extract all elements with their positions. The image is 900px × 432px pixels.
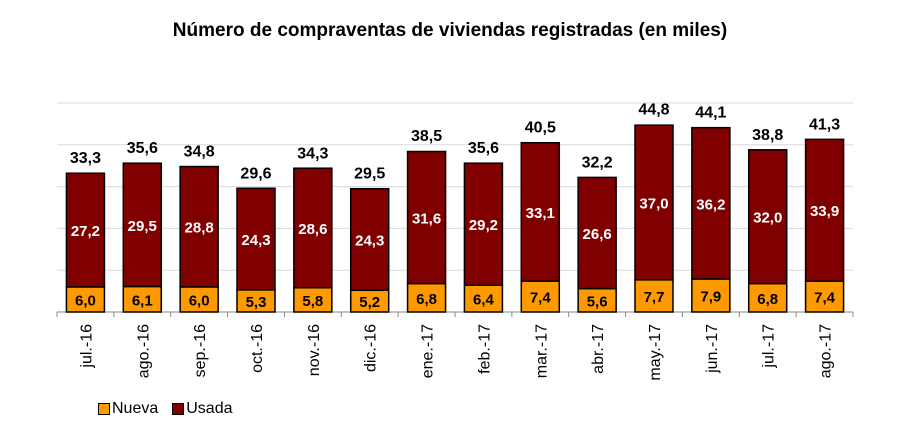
data-label-nueva: 5,8 bbox=[302, 293, 323, 310]
legend-swatch-nueva bbox=[98, 402, 110, 415]
data-label-nueva: 7,4 bbox=[530, 290, 552, 307]
bar-nueva bbox=[65, 286, 106, 313]
bar-usada bbox=[293, 167, 333, 289]
data-label-nueva: 7,7 bbox=[644, 289, 665, 306]
x-tick-label: jul.-16 bbox=[78, 324, 95, 369]
legend: Nueva Usada bbox=[98, 400, 233, 418]
x-tick-label: may.-17 bbox=[647, 324, 664, 381]
legend-item-nueva: Nueva bbox=[98, 400, 158, 418]
bar-nueva bbox=[463, 284, 504, 313]
bar-usada bbox=[577, 176, 617, 290]
x-tick-label: nov.-16 bbox=[306, 324, 323, 376]
x-tick-label: mar.-17 bbox=[533, 324, 550, 378]
data-label-usada: 32,0 bbox=[753, 210, 782, 227]
data-label-usada: 26,6 bbox=[583, 226, 612, 243]
bar-usada bbox=[804, 138, 845, 282]
data-label-usada: 33,1 bbox=[526, 205, 555, 222]
x-tick-label: feb.-17 bbox=[476, 324, 493, 374]
data-label-usada: 31,6 bbox=[412, 211, 441, 228]
bar-nueva bbox=[747, 282, 788, 313]
bar-usada bbox=[747, 149, 788, 285]
total-label: 35,6 bbox=[468, 140, 499, 157]
total-label: 29,6 bbox=[240, 165, 271, 182]
x-tick-label: dic.-16 bbox=[363, 324, 380, 372]
bar-usada bbox=[406, 150, 447, 285]
data-label-nueva: 5,2 bbox=[359, 294, 380, 311]
data-label-usada: 28,8 bbox=[185, 220, 214, 237]
data-label-nueva: 6,0 bbox=[75, 292, 96, 309]
data-label-usada: 36,2 bbox=[696, 196, 725, 213]
x-tick-label: ene.-17 bbox=[420, 324, 437, 378]
total-label: 34,8 bbox=[184, 144, 215, 161]
legend-label-nueva: Nueva bbox=[112, 400, 159, 417]
bar-nueva bbox=[804, 280, 845, 313]
total-label: 35,6 bbox=[127, 140, 158, 157]
data-label-nueva: 7,4 bbox=[814, 290, 836, 307]
bar-nueva bbox=[520, 280, 561, 313]
data-label-nueva: 6,0 bbox=[189, 292, 210, 309]
x-tick-label: jun.-17 bbox=[704, 324, 721, 374]
data-label-nueva: 6,8 bbox=[416, 291, 437, 308]
total-label: 38,8 bbox=[752, 127, 783, 144]
bar-usada bbox=[179, 165, 219, 288]
bar-usada bbox=[122, 162, 163, 288]
legend-item-usada: Usada bbox=[172, 400, 233, 418]
data-label-nueva: 6,1 bbox=[132, 292, 153, 309]
bar-usada bbox=[236, 187, 276, 291]
data-label-nueva: 5,6 bbox=[587, 293, 608, 310]
data-label-usada: 29,5 bbox=[128, 218, 157, 235]
bar-nueva bbox=[406, 282, 447, 313]
total-label: 41,3 bbox=[809, 116, 840, 133]
data-label-usada: 29,2 bbox=[469, 217, 498, 234]
x-tick-label: sep.-16 bbox=[192, 324, 209, 377]
bar-nueva bbox=[122, 285, 163, 313]
bar-usada bbox=[65, 172, 106, 288]
total-label: 44,8 bbox=[638, 102, 669, 119]
legend-label-usada: Usada bbox=[186, 400, 233, 417]
total-label: 38,5 bbox=[411, 128, 442, 145]
bar-nueva bbox=[634, 279, 674, 313]
data-label-usada: 37,0 bbox=[639, 195, 668, 212]
bar-usada bbox=[349, 187, 390, 292]
bar-nueva bbox=[179, 286, 219, 313]
x-tick-label: ago.-16 bbox=[135, 324, 152, 378]
data-label-nueva: 6,8 bbox=[757, 291, 778, 308]
bar-nueva bbox=[691, 278, 731, 313]
data-label-usada: 24,3 bbox=[241, 232, 270, 249]
x-tick-label: oct.-16 bbox=[249, 324, 266, 373]
data-label-usada: 33,9 bbox=[810, 203, 839, 220]
total-label: 33,3 bbox=[70, 150, 101, 167]
chart-title: Número de compraventas de viviendas regi… bbox=[172, 20, 728, 41]
data-label-nueva: 7,9 bbox=[700, 288, 721, 305]
total-label: 29,5 bbox=[354, 166, 385, 183]
bar-usada bbox=[634, 124, 674, 281]
total-label: 34,3 bbox=[297, 146, 328, 163]
data-label-usada: 28,6 bbox=[298, 221, 327, 238]
x-tick-label: abr.-17 bbox=[590, 324, 607, 374]
data-label-nueva: 6,4 bbox=[473, 292, 495, 309]
bar-usada bbox=[691, 126, 731, 280]
x-tick-label: ago.-17 bbox=[818, 324, 835, 378]
data-label-nueva: 5,3 bbox=[246, 294, 267, 311]
total-label: 32,2 bbox=[582, 154, 613, 171]
data-label-usada: 24,3 bbox=[355, 232, 384, 249]
total-label: 44,1 bbox=[695, 105, 726, 122]
x-tick-label: jul.-17 bbox=[761, 324, 778, 369]
total-label: 40,5 bbox=[525, 120, 556, 137]
bar-usada bbox=[463, 162, 504, 286]
data-label-usada: 27,2 bbox=[71, 223, 100, 240]
bar-usada bbox=[520, 141, 561, 282]
legend-swatch-usada bbox=[172, 402, 185, 415]
